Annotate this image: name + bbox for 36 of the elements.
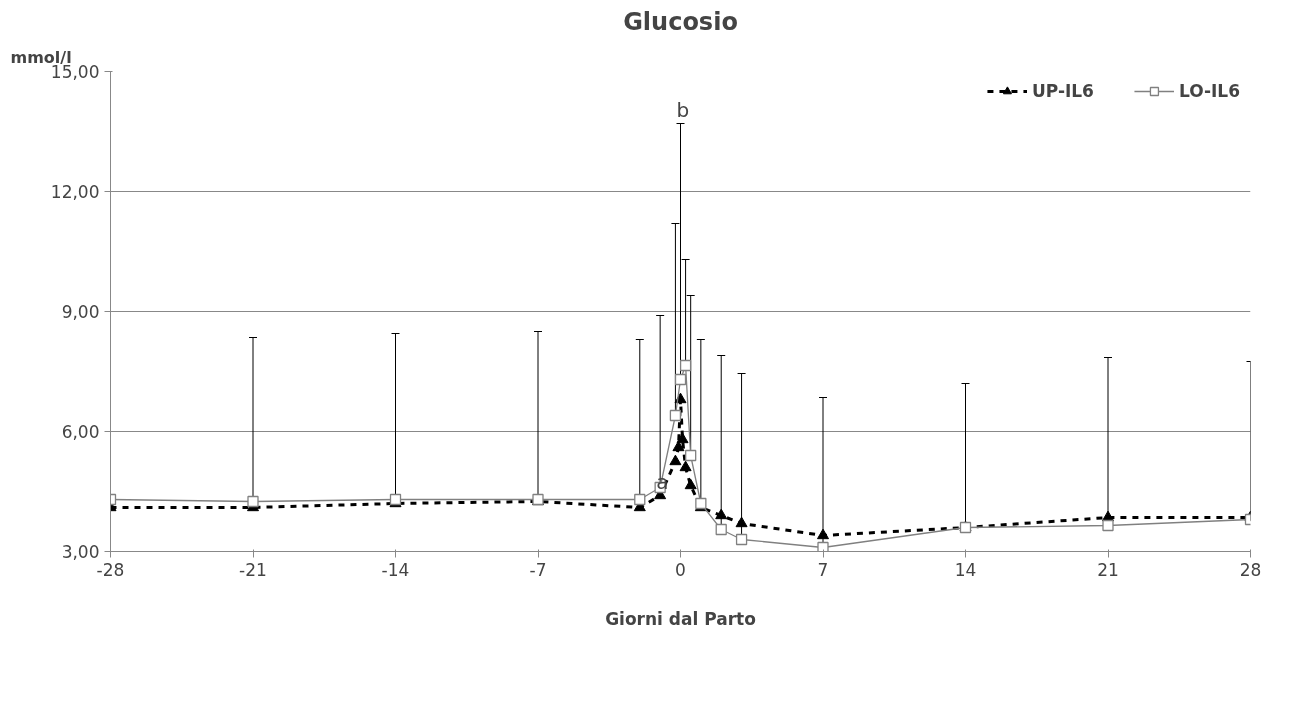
point: [679, 359, 692, 372]
x-tick-label: -21: [239, 559, 267, 580]
point: [735, 533, 748, 546]
x-axis-title: Giorni dal Parto: [605, 608, 756, 629]
point: [685, 449, 697, 462]
point: [676, 432, 689, 444]
point: [669, 454, 682, 466]
y-tick-label: 3,00: [61, 542, 100, 562]
x-tick-label: -14: [381, 559, 410, 580]
point: [247, 495, 259, 508]
y-tick-label: 6,00: [61, 422, 100, 442]
point: [679, 460, 692, 472]
point: [817, 528, 829, 540]
point: [715, 508, 728, 520]
point: [817, 541, 829, 552]
point: [634, 493, 646, 506]
x-tick-label: -28: [96, 559, 125, 580]
x-tick-label: -7: [529, 559, 547, 580]
chart-title: Glucosio: [623, 7, 738, 36]
x-tick-label: 0: [675, 559, 686, 580]
y-tick-label: 9,00: [61, 302, 100, 322]
point: [715, 523, 727, 536]
annotation: b: [676, 97, 690, 122]
x-tick-label: 21: [1097, 559, 1119, 580]
x-tick-label: 14: [954, 559, 977, 580]
y-tick-label: 12,00: [50, 182, 100, 202]
point: [672, 440, 685, 452]
x-tick-label: 28: [1239, 559, 1262, 580]
point: [669, 409, 682, 422]
point: [735, 516, 748, 528]
point: [1102, 519, 1114, 532]
x-tick-label: 7: [817, 559, 829, 580]
legend-label: LO-IL6: [1178, 81, 1240, 101]
legend-label: UP-IL6: [1031, 81, 1094, 101]
point: [684, 478, 697, 490]
point: [674, 373, 687, 386]
